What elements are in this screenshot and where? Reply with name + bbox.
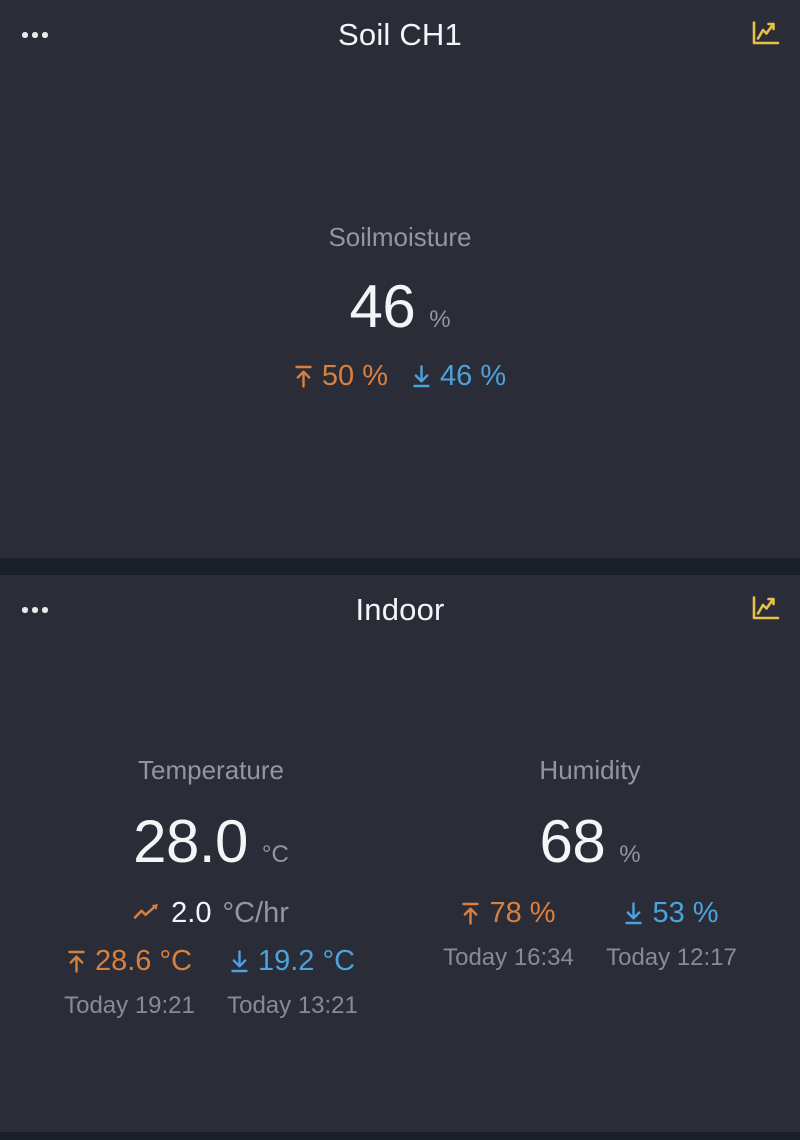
trend-value: 2.0 [171, 896, 212, 929]
chart-button[interactable] [746, 0, 784, 70]
menu-button[interactable] [18, 575, 52, 645]
max-stat: 78 % [461, 896, 556, 930]
metric-label: Soilmoisture [328, 222, 472, 252]
max-stat: 28.6 °C [67, 944, 192, 978]
min-time: Today 12:17 [606, 944, 737, 971]
min-value: 53 % [652, 896, 719, 929]
temperature-metric: Temperature 28.0 °C 2.0 °C/hr [11, 755, 411, 1020]
metric-value-row: 46 % [349, 277, 450, 337]
min-group: 19.2 °C Today 13:21 [224, 944, 361, 1020]
metric-unit: °C [261, 841, 289, 868]
panel-title: Soil CH1 [338, 17, 462, 52]
metric-value-row: 28.0 °C [133, 812, 289, 872]
max-value: 28.6 °C [94, 944, 193, 977]
max-group: 28.6 °C Today 19:21 [61, 944, 198, 1020]
panel-header: Indoor [0, 575, 800, 645]
arrow-up-to-bar-icon [294, 365, 313, 388]
panel-gap [0, 1132, 800, 1140]
arrow-up-to-bar-icon [67, 950, 86, 973]
line-chart-icon [750, 20, 780, 50]
trend-unit: °C/hr [222, 896, 289, 929]
metric-value: 46 [349, 273, 416, 340]
arrow-down-to-bar-icon [624, 901, 643, 925]
metric-value: 28.0 [133, 808, 248, 875]
trending-up-icon [133, 897, 160, 930]
arrow-up-to-bar-icon [461, 902, 480, 925]
metric-label: Temperature [138, 755, 284, 785]
metric-unit: % [619, 841, 641, 868]
arrow-down-to-bar-icon [230, 949, 249, 973]
min-group: 53 % Today 12:17 [603, 896, 740, 972]
soil-metric: Soilmoisture 46 % 50 % [0, 222, 800, 393]
minmax-row: 50 % 46 % [294, 359, 506, 393]
metric-unit: % [429, 306, 451, 333]
ellipsis-icon [22, 32, 48, 38]
panel-header: Soil CH1 [0, 0, 800, 70]
line-chart-icon [750, 595, 780, 625]
arrow-down-to-bar-icon [412, 364, 431, 388]
min-time: Today 13:21 [227, 992, 358, 1019]
panel-title: Indoor [355, 592, 445, 627]
panel-soil-ch1: Soil CH1 Soilmoisture 46 % [0, 0, 800, 558]
humidity-metric: Humidity 68 % 78 % [390, 755, 790, 1020]
metric-label: Humidity [539, 755, 641, 785]
max-value: 50 % [321, 359, 388, 392]
panel-gap [0, 558, 800, 575]
indoor-metrics: Temperature 28.0 °C 2.0 °C/hr [0, 755, 800, 1020]
min-stat: 46 % [412, 360, 506, 393]
min-stat: 19.2 °C [230, 944, 355, 978]
panel-indoor: Indoor Temperature 28.0 °C [0, 575, 800, 1132]
chart-button[interactable] [746, 575, 784, 645]
max-time: Today 19:21 [64, 992, 195, 1019]
min-value: 46 % [440, 359, 507, 392]
minmax-row: 28.6 °C Today 19:21 19.2 °C [61, 944, 361, 1020]
metric-value: 68 [539, 808, 606, 875]
max-value: 78 % [489, 896, 556, 929]
menu-button[interactable] [18, 0, 52, 70]
metric-value-row: 68 % [539, 812, 640, 872]
minmax-row: 78 % Today 16:34 53 % [440, 896, 740, 972]
max-stat: 50 % [294, 360, 388, 393]
min-stat: 53 % [624, 896, 719, 930]
ellipsis-icon [22, 607, 48, 613]
min-value: 19.2 °C [257, 944, 356, 977]
trend-row: 2.0 °C/hr [133, 896, 289, 930]
max-time: Today 16:34 [443, 944, 574, 971]
max-group: 78 % Today 16:34 [440, 896, 577, 972]
